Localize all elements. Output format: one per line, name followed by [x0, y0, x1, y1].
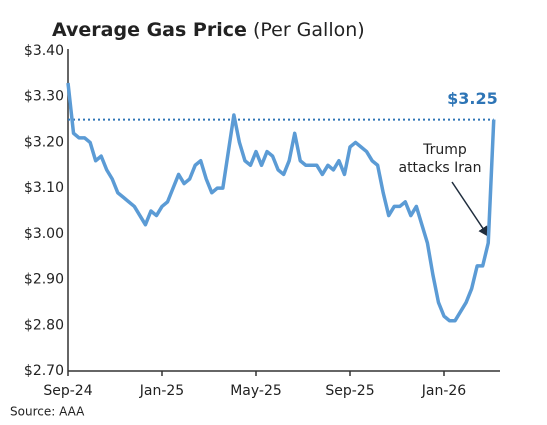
source: Source: AAA — [10, 405, 85, 419]
y-tick-label: $3.00 — [24, 226, 64, 242]
y-tick-label: $2.90 — [24, 272, 64, 288]
x-tick-label: May-25 — [230, 383, 282, 399]
annotation-arrow — [451, 181, 489, 237]
x-tick-label: Jan-26 — [421, 383, 467, 399]
x-tick-label: Sep-24 — [43, 383, 92, 399]
x-tick-label: Jan-25 — [139, 383, 184, 399]
reference-label: $3.25 — [447, 89, 498, 108]
chart-title-group: Average Gas Price (Per Gallon) — [52, 19, 365, 41]
y-tick-label: $3.40 — [24, 43, 64, 59]
y-tick-label: $3.30 — [24, 89, 64, 105]
y-tick-label: $2.70 — [24, 363, 64, 379]
chart-subtitle: (Per Gallon) — [253, 19, 365, 41]
y-tick-label: $3.10 — [24, 180, 64, 196]
x-tick-label: Sep-25 — [325, 383, 374, 399]
annotation: Trump — [422, 142, 467, 158]
line-series — [66, 82, 496, 323]
y-tick-label: $3.20 — [24, 134, 64, 150]
annotation: attacks Iran — [398, 160, 481, 176]
y-tick-label: $2.80 — [24, 317, 64, 333]
chart-title: Average Gas Price — [52, 19, 247, 41]
